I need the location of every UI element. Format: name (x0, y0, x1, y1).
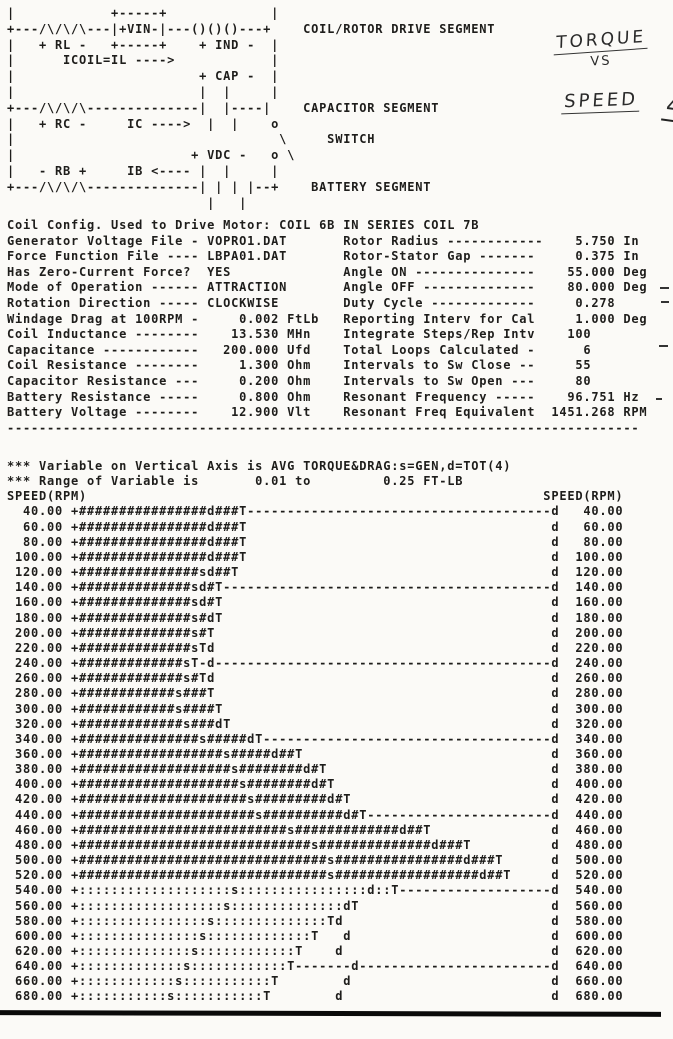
scan-edge-line (0, 1010, 662, 1017)
handwritten-torque-text: TORQUE (553, 26, 649, 56)
circuit-diagram-ascii: | +-----+ | +---/\/\/\---|+VIN-|---()()(… (7, 6, 496, 210)
scan-artifact-mark (661, 301, 669, 303)
handwritten-speed-text: SPEED (561, 88, 641, 115)
scan-artifact-mark (656, 398, 662, 400)
handwritten-page-number: 4 (660, 90, 673, 124)
scan-artifact-mark (659, 345, 668, 347)
torque-vs-speed-ascii-chart: *** Variable on Vertical Axis is AVG TOR… (7, 459, 624, 1004)
parameter-block: Coil Config. Used to Drive Motor: COIL 6… (7, 218, 648, 435)
scan-artifact-mark (660, 287, 669, 289)
handwritten-note: TORQUE VS SPEED 4 (536, 26, 673, 124)
